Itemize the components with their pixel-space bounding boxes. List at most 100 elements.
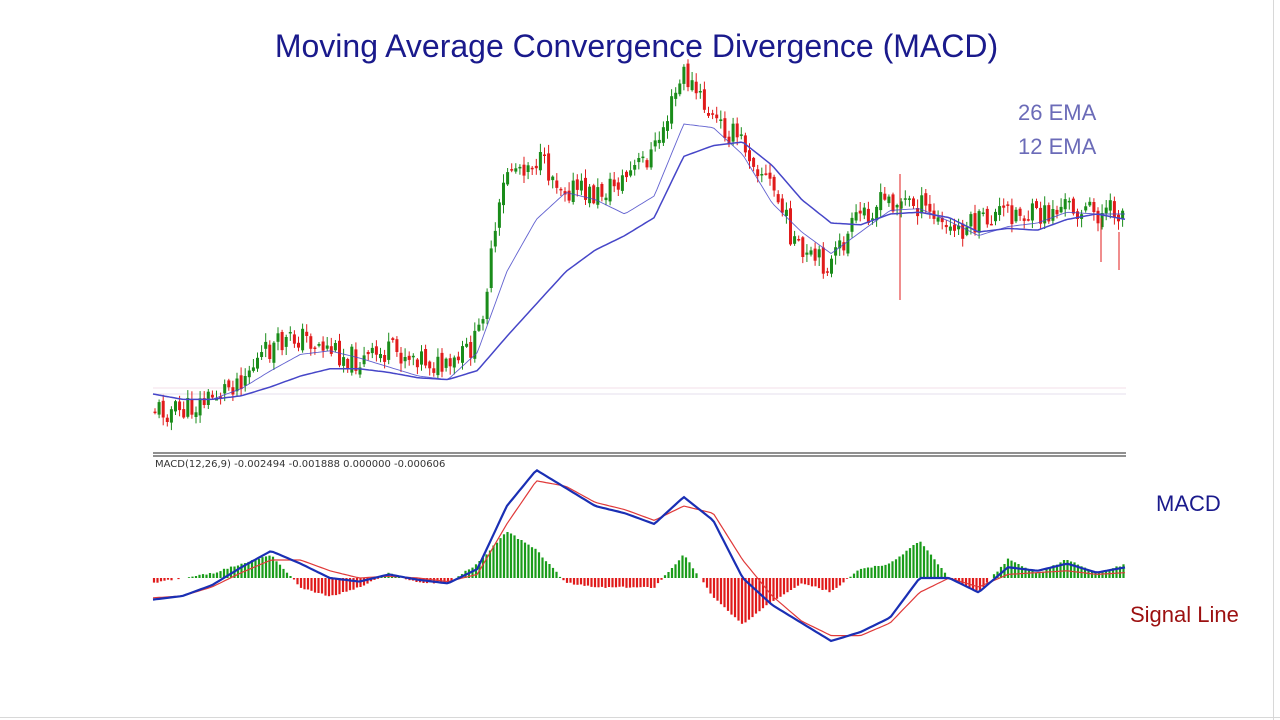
candle-body bbox=[871, 218, 874, 220]
histogram-bar bbox=[1013, 562, 1017, 578]
candle-body bbox=[928, 203, 932, 212]
ema12-line bbox=[152, 123, 1125, 400]
histogram-bar bbox=[327, 578, 331, 597]
histogram-bar bbox=[523, 542, 527, 578]
candle-body bbox=[600, 184, 604, 197]
histogram-bar bbox=[646, 578, 649, 587]
candle-body bbox=[989, 223, 993, 226]
histogram-bar bbox=[537, 552, 541, 578]
candle-body bbox=[895, 205, 899, 208]
histogram-bar bbox=[152, 578, 156, 583]
histogram-bar bbox=[684, 557, 688, 578]
histogram-bar bbox=[782, 578, 786, 595]
histogram-bar bbox=[716, 578, 719, 601]
candle-body bbox=[702, 89, 706, 110]
histogram-bar bbox=[639, 578, 642, 588]
histogram-bar bbox=[642, 578, 646, 587]
histogram-bar bbox=[495, 542, 499, 578]
histogram-bar bbox=[1069, 561, 1073, 578]
candle-body bbox=[727, 136, 731, 145]
signal-line-label: Signal Line bbox=[1130, 602, 1239, 627]
candle-body bbox=[202, 398, 206, 405]
frame-bottom bbox=[0, 717, 1280, 718]
candle-body bbox=[723, 118, 727, 139]
histogram-bar bbox=[940, 568, 943, 578]
candle-body bbox=[1112, 201, 1116, 218]
histogram-bar bbox=[443, 578, 446, 583]
candle-body bbox=[407, 355, 411, 360]
candle-body bbox=[465, 343, 469, 347]
candle-body bbox=[276, 333, 280, 342]
candle-body bbox=[661, 127, 665, 143]
candle-body bbox=[522, 164, 526, 176]
histogram-bar bbox=[268, 555, 271, 578]
candle-body bbox=[366, 352, 370, 355]
candle-body bbox=[801, 237, 805, 257]
histogram-bar bbox=[324, 578, 327, 596]
histogram-bar bbox=[880, 565, 884, 578]
histogram-bar bbox=[604, 578, 607, 588]
histogram-bar bbox=[751, 578, 754, 618]
candle-body bbox=[739, 134, 743, 136]
histogram-bar bbox=[317, 578, 320, 593]
candle-body bbox=[502, 182, 505, 206]
candle-body bbox=[694, 81, 698, 94]
histogram-bar bbox=[796, 578, 800, 586]
histogram-bar bbox=[919, 541, 922, 578]
histogram-bar bbox=[814, 578, 817, 587]
candle-body bbox=[641, 156, 645, 159]
candle-body bbox=[903, 198, 907, 200]
candle-body bbox=[543, 154, 546, 156]
histogram-bar bbox=[278, 564, 282, 578]
candle-body bbox=[317, 344, 321, 346]
candle-body bbox=[477, 324, 481, 331]
candle-body bbox=[608, 178, 612, 202]
histogram-bar bbox=[548, 564, 551, 578]
candle-body bbox=[649, 149, 653, 168]
histogram-bar bbox=[229, 566, 233, 578]
histogram-bar bbox=[635, 578, 639, 588]
histogram-bar bbox=[1017, 564, 1020, 578]
histogram-bar bbox=[156, 578, 159, 583]
candle-body bbox=[998, 206, 1002, 215]
histogram-bar bbox=[446, 578, 450, 583]
candle-body bbox=[813, 248, 817, 261]
histogram-bar bbox=[520, 540, 523, 578]
histogram-bar bbox=[306, 578, 310, 590]
candle-body bbox=[821, 247, 825, 274]
histogram-bar bbox=[285, 572, 289, 578]
histogram-bar bbox=[849, 576, 852, 578]
histogram-bar bbox=[719, 578, 723, 605]
candle-body bbox=[907, 198, 911, 200]
histogram-bar bbox=[898, 556, 901, 578]
histogram-bar bbox=[737, 578, 740, 621]
histogram-bar bbox=[366, 578, 369, 584]
candle-body bbox=[899, 201, 903, 209]
candle-body bbox=[793, 236, 797, 244]
candle-body bbox=[1035, 201, 1038, 208]
histogram-bar bbox=[1097, 571, 1101, 578]
candle-body bbox=[977, 211, 981, 233]
histogram-bar bbox=[257, 558, 261, 578]
frame-right bbox=[1273, 0, 1274, 720]
candle-body bbox=[1100, 213, 1104, 228]
histogram-bar bbox=[628, 578, 632, 588]
candle-body bbox=[403, 357, 407, 362]
histogram-bar bbox=[240, 563, 243, 578]
histogram-bar bbox=[709, 578, 712, 594]
candle-body bbox=[825, 271, 829, 273]
macd-label: MACD bbox=[1156, 491, 1221, 516]
histogram-bar bbox=[793, 578, 796, 588]
candle-body bbox=[174, 401, 177, 412]
histogram-bar bbox=[943, 572, 947, 578]
candle-body bbox=[764, 173, 768, 175]
histogram-bar bbox=[877, 566, 880, 578]
histogram-bar bbox=[614, 578, 618, 588]
candle-body bbox=[272, 342, 276, 363]
candle-body bbox=[1014, 209, 1018, 222]
candle-body bbox=[633, 165, 637, 170]
candle-body bbox=[698, 91, 702, 93]
candle-body bbox=[830, 258, 833, 274]
candle-body bbox=[219, 396, 223, 398]
candle-body bbox=[379, 354, 382, 359]
